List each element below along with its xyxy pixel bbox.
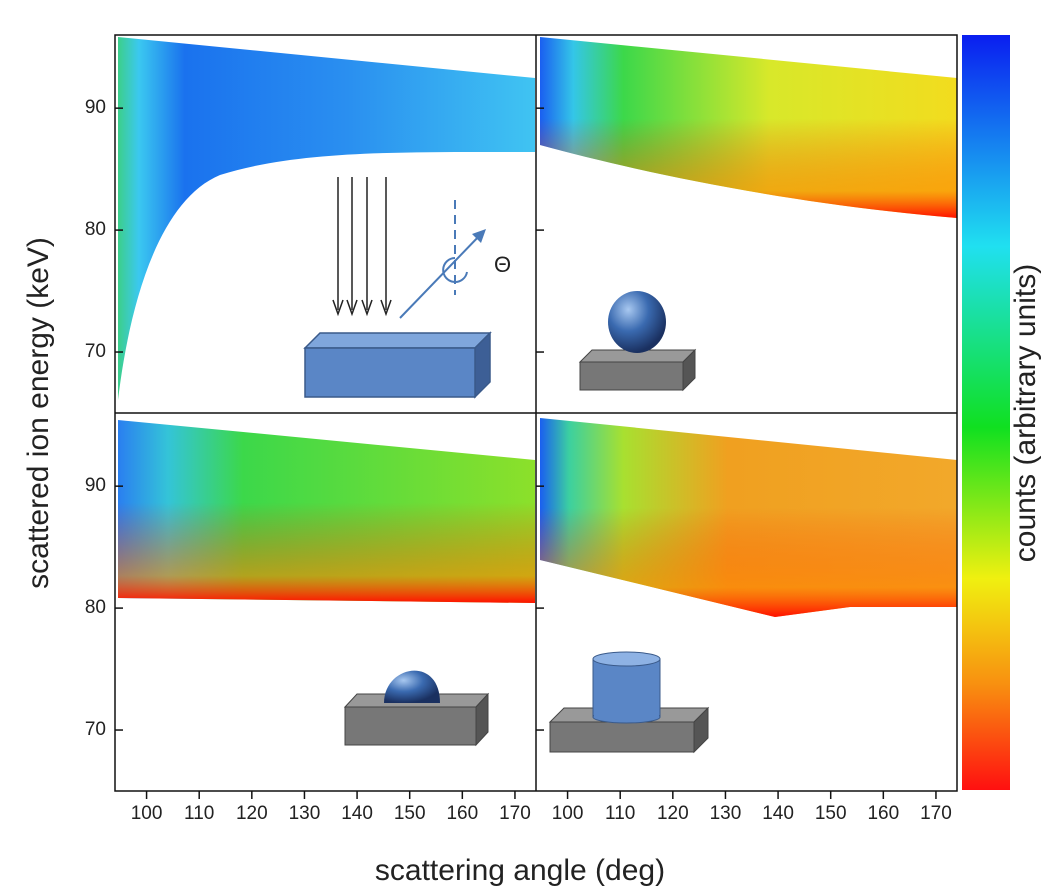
x-tick-label: 100 [552,803,584,824]
illustration-flat [303,177,492,399]
colorbar-label: counts (arbitrary units) [1009,264,1042,562]
x-tick-label: 130 [710,803,742,824]
x-tick-label: 140 [341,803,373,824]
x-tick-label: 150 [394,803,426,824]
illustration-sphere [578,291,697,392]
colorbar [962,35,1010,790]
y-tick-label: 70 [85,341,106,362]
x-tick-label: 110 [184,803,214,824]
illustration-dome [343,670,490,747]
x-tick-label: 170 [499,803,531,824]
heatmap-region [118,420,535,603]
heatmap-region [540,418,957,617]
x-tick-label: 160 [446,803,478,824]
x-axis-label: scattering angle (deg) [375,854,665,887]
x-tick-label: 140 [762,803,794,824]
y-tick-label: 70 [85,719,106,740]
x-tick-label: 150 [815,803,847,824]
y-axis-label: scattered ion energy (keV) [22,237,55,589]
angle-label: Θ [494,252,511,277]
y-tick-label: 90 [85,97,106,118]
y-tick-label: 80 [85,219,106,240]
x-tick-label: 110 [605,803,635,824]
heatmap-region [118,37,535,400]
y-tick-label: 80 [85,597,106,618]
x-tick-label: 120 [657,803,689,824]
heatmap-region [540,37,957,218]
x-tick-label: 100 [131,803,163,824]
x-tick-label: 130 [289,803,321,824]
illustration-cylinder [548,651,710,754]
x-tick-label: 120 [236,803,268,824]
x-tick-label: 170 [920,803,952,824]
y-tick-label: 90 [85,475,106,496]
x-tick-label: 160 [867,803,899,824]
